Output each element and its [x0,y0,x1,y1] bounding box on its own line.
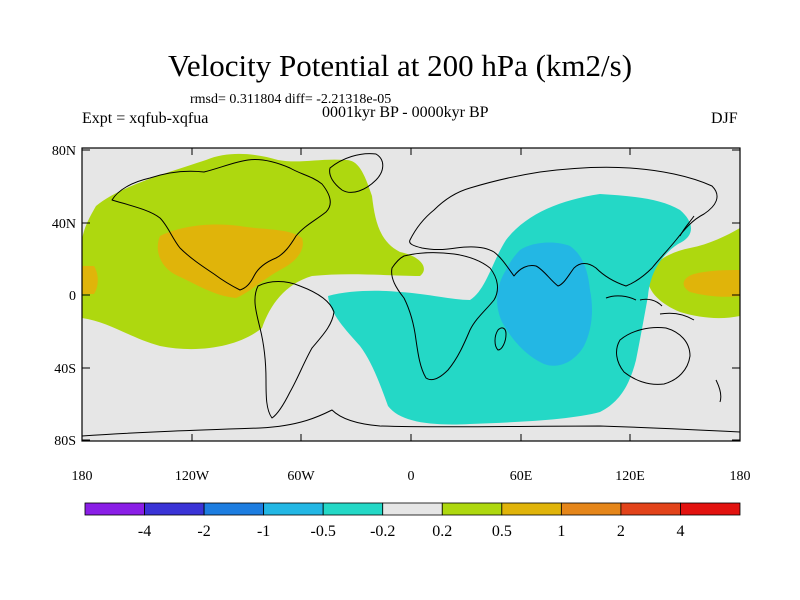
lat-label-80n: 80N [52,144,76,159]
colorbar-label: -0.2 [370,523,395,540]
colorbar-swatch [203,502,265,516]
coast-eurasia [409,166,718,287]
positive-core-pacific-west [82,266,98,294]
lon-label-120w: 120W [175,469,210,484]
colorbar-swatch [501,502,562,516]
colorbar-swatch [441,502,503,516]
coast-japan [679,215,695,237]
negative-core-indian [497,242,592,366]
positive-core-pacific-east [683,270,740,297]
lon-label-180w: 180 [72,469,93,484]
period-label: 0001kyr BP - 0000kyr BP [322,104,489,121]
season-label: DJF [711,110,738,127]
colorbar-label: 2 [617,523,625,540]
colorbar [84,502,741,516]
colorbar-labels: -4 -2 -1 -0.5 -0.2 0.2 0.5 1 2 4 [138,523,685,540]
lon-label-60e: 60E [510,469,533,484]
map-title: Velocity Potential at 200 hPa (km2/s) [167,48,633,83]
coast-africa [391,252,498,381]
colorbar-swatch [322,502,384,516]
colorbar-label: 0.5 [492,523,512,540]
coast-south-america [254,281,335,419]
coast-new-zealand [715,379,722,403]
lon-label-60w: 60W [287,469,315,484]
coast-australia [616,327,691,385]
coast-north-america [111,159,331,291]
colorbar-label: 1 [557,523,565,540]
lat-label-40s: 40S [54,362,76,377]
lat-label-80s: 80S [54,434,76,449]
lat-label-40n: 40N [52,217,76,232]
colorbar-label: -2 [197,523,210,540]
lon-label-0: 0 [408,469,415,484]
colorbar-swatch [84,502,145,516]
stats-text: rmsd= 0.311804 diff= -2.21318e-05 [190,92,392,107]
coast-madagascar [494,327,507,351]
coast-indonesia [605,295,695,321]
colorbar-label: -4 [138,523,151,540]
colorbar-swatch [382,502,443,516]
colorbar-label: 4 [676,523,684,540]
experiment-label: Expt = xqfub-xqfua [82,110,209,127]
colorbar-label: -0.5 [311,523,336,540]
colorbar-swatch [560,502,622,516]
colorbar-label: -1 [257,523,270,540]
colorbar-label: 0.2 [432,523,452,540]
colorbar-swatch [144,502,205,516]
positive-core-americas [157,224,303,298]
shading-layer [82,153,740,425]
coastlines [82,153,740,437]
colorbar-swatch [680,502,741,516]
lat-tick-marks [82,149,740,441]
coast-greenland [329,153,384,193]
colorbar-swatch [263,502,324,516]
colorbar-swatch [620,502,681,516]
coast-antarctica [82,409,740,437]
lon-label-120e: 120E [615,469,645,484]
lon-tick-marks [191,148,631,441]
lon-label-180e: 180 [730,469,751,484]
lat-label-0: 0 [69,289,76,304]
